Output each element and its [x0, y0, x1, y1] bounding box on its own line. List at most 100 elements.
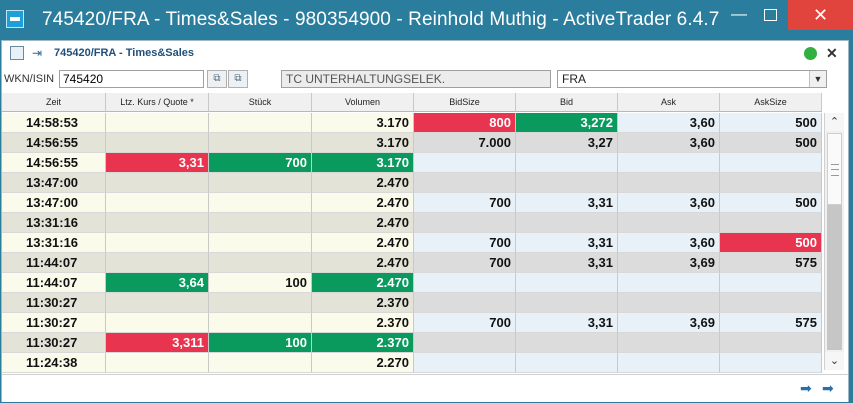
next-arrow-icon[interactable]: ➡ [800, 380, 812, 396]
cell-volume: 2.470 [312, 233, 414, 253]
cell-last-price [106, 353, 209, 373]
cell-quantity [209, 233, 312, 253]
cell-bid [516, 173, 618, 193]
window-close-button[interactable]: ✕ [788, 0, 853, 30]
cell-bid: 3,31 [516, 233, 618, 253]
link-arrow-icon[interactable]: ⇥ [32, 46, 43, 60]
cell-zeit: 13:31:16 [2, 233, 106, 253]
table-row[interactable]: 11:30:27 2.370 700 3,31 3,69 575 [2, 313, 822, 333]
table-row[interactable]: 13:47:00 2.470 700 3,31 3,60 500 [2, 193, 822, 213]
last-arrow-icon[interactable]: ➡ [822, 380, 834, 396]
table-row[interactable]: 13:47:00 2.470 [2, 173, 822, 193]
column-header-ask[interactable]: Ask [618, 93, 720, 112]
cell-volume: 2.470 [312, 213, 414, 233]
table-row[interactable]: 13:31:16 2.470 [2, 213, 822, 233]
column-header-ask-size[interactable]: AskSize [720, 93, 822, 112]
cell-zeit: 11:30:27 [2, 313, 106, 333]
wkn-input[interactable] [59, 70, 204, 88]
cell-last-price: 3,311 [106, 333, 209, 353]
minimize-button[interactable]: — [731, 6, 747, 23]
cell-zeit: 13:47:00 [2, 193, 106, 213]
search-instrument-button[interactable]: ⧉ [207, 70, 227, 88]
cell-quantity [209, 133, 312, 153]
scroll-thumb[interactable] [827, 133, 842, 205]
cell-bid-size [414, 293, 516, 313]
cell-bid-size: 7.000 [414, 133, 516, 153]
cell-quantity [209, 113, 312, 133]
instrument-input-row: WKN/ISIN ⧉ ⧉ TC UNTERHALTUNGSELEK. FRA ▼ [2, 68, 848, 90]
table-row[interactable]: 14:56:55 3,31 700 3.170 [2, 153, 822, 173]
maximize-button[interactable] [752, 0, 788, 30]
panel-toolbar: ⇥ 745420/FRA - Times&Sales ✕ [2, 41, 848, 65]
cell-zeit: 14:56:55 [2, 133, 106, 153]
panel-footer: ➡ ➡ [2, 374, 848, 402]
cell-ask-size: 575 [720, 253, 822, 273]
cell-ask-size [720, 293, 822, 313]
binoculars-history-icon: ⧉ [234, 73, 242, 84]
cell-ask [618, 353, 720, 373]
exchange-select[interactable]: FRA ▼ [557, 70, 827, 88]
cell-ask [618, 333, 720, 353]
vertical-scrollbar[interactable]: ⌃ ⌄ [824, 113, 844, 370]
cell-ask: 3,69 [618, 313, 720, 333]
table-row[interactable]: 11:44:07 3,64 100 2.470 [2, 273, 822, 293]
cell-bid-size: 700 [414, 313, 516, 333]
table-row[interactable]: 13:31:16 2.470 700 3,31 3,60 500 [2, 233, 822, 253]
scroll-up-icon[interactable]: ⌃ [825, 113, 844, 131]
column-header-bid[interactable]: Bid [516, 93, 618, 112]
table-row[interactable]: 11:44:07 2.470 700 3,31 3,69 575 [2, 253, 822, 273]
table-row[interactable]: 14:58:53 3.170 800 3,272 3,60 500 [2, 113, 822, 133]
cell-zeit: 13:47:00 [2, 173, 106, 193]
cell-volume: 2.470 [312, 253, 414, 273]
cell-ask-size: 500 [720, 193, 822, 213]
column-header-volume[interactable]: Volumen [312, 93, 414, 112]
table-row[interactable]: 11:30:27 2.370 [2, 293, 822, 313]
scroll-track[interactable] [827, 205, 842, 350]
cell-ask: 3,60 [618, 133, 720, 153]
table-row[interactable]: 11:24:38 2.270 [2, 353, 822, 373]
chevron-down-icon[interactable]: ▼ [809, 71, 826, 87]
layout-icon[interactable] [10, 46, 24, 60]
cell-bid [516, 153, 618, 173]
cell-ask-size [720, 173, 822, 193]
cell-zeit: 11:24:38 [2, 353, 106, 373]
cell-ask [618, 173, 720, 193]
cell-ask-size [720, 333, 822, 353]
exchange-value: FRA [562, 72, 586, 86]
panel-close-button[interactable]: ✕ [826, 45, 838, 61]
scroll-down-icon[interactable]: ⌄ [825, 352, 844, 370]
history-search-button[interactable]: ⧉ [228, 70, 248, 88]
panel-title: 745420/FRA - Times&Sales [54, 47, 195, 59]
cell-quantity: 100 [209, 333, 312, 353]
cell-last-price: 3,31 [106, 153, 209, 173]
wkn-label: WKN/ISIN [4, 73, 55, 85]
cell-quantity [209, 253, 312, 273]
cell-zeit: 13:31:16 [2, 213, 106, 233]
cell-zeit: 14:58:53 [2, 113, 106, 133]
grip-icon [831, 164, 839, 176]
cell-quantity [209, 213, 312, 233]
cell-bid-size: 700 [414, 193, 516, 213]
cell-volume: 2.470 [312, 273, 414, 293]
column-header-last-price[interactable]: Ltz. Kurs / Quote * [106, 93, 209, 112]
cell-ask [618, 293, 720, 313]
cell-ask-size [720, 153, 822, 173]
cell-volume: 2.470 [312, 173, 414, 193]
cell-last-price: 3,64 [106, 273, 209, 293]
column-header-bid-size[interactable]: BidSize [414, 93, 516, 112]
cell-bid: 3,31 [516, 253, 618, 273]
cell-zeit: 11:44:07 [2, 273, 106, 293]
window-title: 745420/FRA - Times&Sales - 980354900 - R… [42, 9, 720, 30]
table-row[interactable]: 14:56:55 3.170 7.000 3,27 3,60 500 [2, 133, 822, 153]
cell-zeit: 11:44:07 [2, 253, 106, 273]
cell-ask-size: 500 [720, 233, 822, 253]
column-header-zeit[interactable]: Zeit [2, 93, 106, 112]
cell-zeit: 11:30:27 [2, 333, 106, 353]
cell-ask [618, 213, 720, 233]
cell-ask-size: 575 [720, 313, 822, 333]
column-header-quantity[interactable]: Stück [209, 93, 312, 112]
cell-ask-size [720, 213, 822, 233]
times-sales-panel: ⇥ 745420/FRA - Times&Sales ✕ WKN/ISIN ⧉ … [1, 40, 849, 402]
table-row[interactable]: 11:30:27 3,311 100 2.370 [2, 333, 822, 353]
cell-bid-size: 700 [414, 233, 516, 253]
